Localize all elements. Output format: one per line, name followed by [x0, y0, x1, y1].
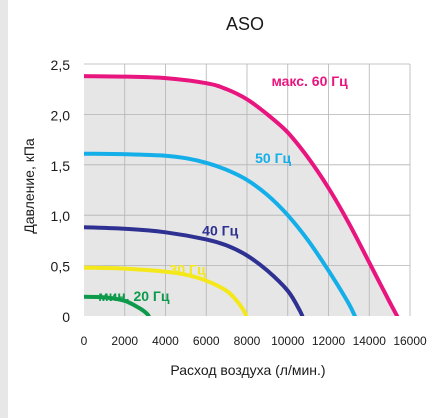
x-tick-label: 6000 [193, 334, 220, 348]
y-tick-label: 2,0 [51, 107, 71, 123]
x-tick-label: 8000 [234, 334, 261, 348]
x-tick-label: 14000 [353, 334, 387, 348]
x-tick-label: 12000 [312, 334, 346, 348]
series-label-30hz: 30 Гц [170, 262, 206, 278]
x-tick-label: 2000 [111, 334, 138, 348]
series-label-40hz: 40 Гц [202, 222, 238, 238]
series-label-20hz: мин. 20 Гц [98, 288, 170, 304]
y-tick-label: 0 [62, 309, 70, 325]
operating-area-fill [84, 76, 400, 316]
y-tick-label: 2,5 [51, 57, 71, 73]
left-margin-strip [0, 0, 8, 418]
series-line-40hz [84, 225, 305, 316]
series-label-60hz: макс. 60 Гц [271, 73, 348, 89]
series-line-30hz [84, 265, 249, 316]
y-tick-label: 1,0 [51, 208, 71, 224]
x-axis-title: Расход воздуха (л/мин.) [170, 362, 325, 378]
x-tick-label: 4000 [152, 334, 179, 348]
x-tick-label: 10000 [271, 334, 305, 348]
chart-title: ASO [226, 14, 264, 34]
series-line-60hz [84, 74, 400, 316]
y-axis-title: Давление, кПа [21, 138, 37, 234]
y-tick-label: 0,5 [51, 259, 71, 275]
series-line-50hz [84, 151, 358, 316]
series-line-20hz [84, 294, 151, 316]
series-label-50hz: 50 Гц [255, 150, 291, 166]
x-tick-label: 16000 [393, 334, 427, 348]
x-tick-label: 0 [81, 334, 88, 348]
y-tick-label: 1,5 [51, 158, 71, 174]
